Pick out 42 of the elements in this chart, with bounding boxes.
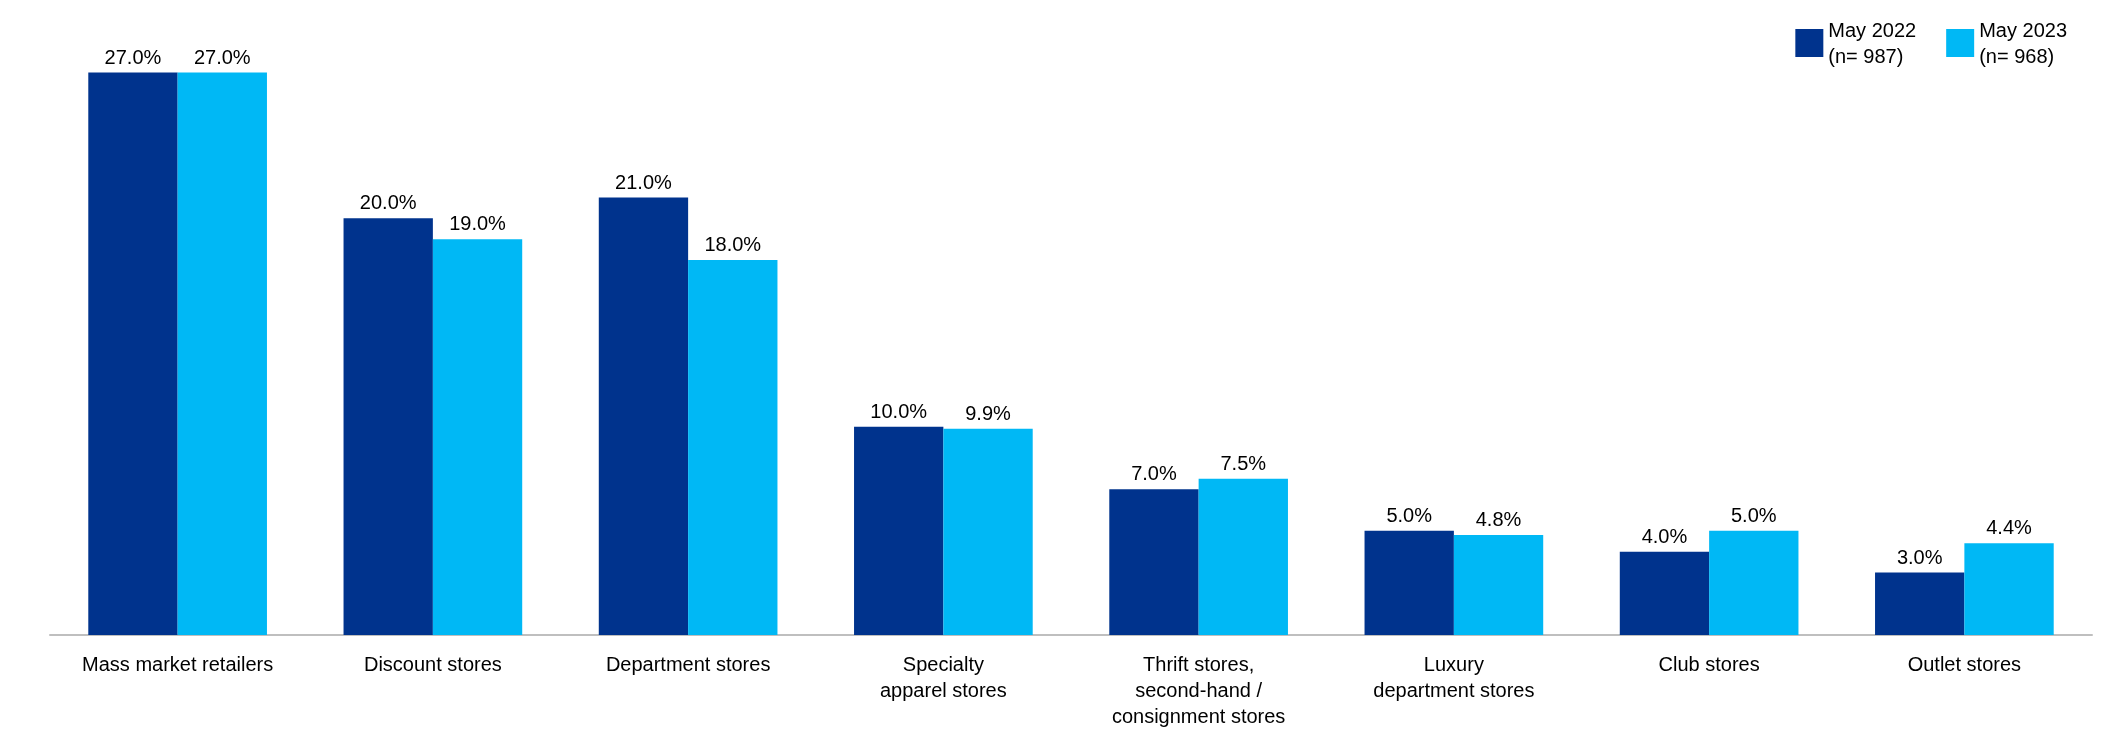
x-tick-label: Club stores: [1658, 653, 1760, 675]
x-tick-label: Department stores: [605, 653, 771, 675]
bar: [943, 428, 1033, 635]
bar: [88, 72, 178, 635]
bar: [598, 197, 689, 635]
bar: [854, 426, 944, 635]
data-label: 5.0%: [1386, 503, 1433, 526]
x-tick-label: Luxury department stores: [1373, 653, 1535, 701]
bar: [1453, 535, 1544, 635]
legend-label: May 2023 (n= 968): [1979, 19, 2068, 67]
bar: [343, 218, 433, 635]
bar: [1619, 551, 1710, 635]
data-label: 7.0%: [1131, 462, 1177, 485]
data-label: 27.0%: [193, 45, 251, 68]
data-label: 10.0%: [870, 399, 928, 422]
x-tick-label: Discount stores: [363, 653, 502, 675]
x-tick-label: Outlet stores: [1907, 653, 2022, 675]
bar: [1364, 530, 1454, 635]
bar: [1875, 572, 1965, 635]
x-tick-label: Thrift stores, second-hand / consignment stores: [1111, 653, 1286, 727]
data-label: 21.0%: [615, 170, 673, 193]
data-label: 9.9%: [965, 401, 1012, 424]
data-label: 4.4%: [1986, 516, 2033, 539]
bar: [432, 239, 523, 635]
bar: [1109, 489, 1199, 635]
bar: [177, 72, 267, 635]
data-label: 20.0%: [359, 191, 417, 214]
bar: [1198, 478, 1288, 635]
x-tick-label: Mass market retailers: [82, 653, 274, 675]
bar: [688, 260, 778, 635]
legend-label: May 2022 (n= 987): [1828, 19, 1917, 67]
bar: [1964, 543, 2054, 635]
data-label: 5.0%: [1731, 503, 1777, 526]
data-label: 4.0%: [1641, 524, 1688, 547]
data-label: 3.0%: [1896, 545, 1943, 568]
data-label: 18.0%: [704, 233, 762, 255]
bar: [1709, 530, 1799, 635]
data-label: 4.8%: [1475, 508, 1522, 530]
data-label: 7.5%: [1220, 451, 1267, 474]
data-label: 19.0%: [449, 212, 507, 235]
data-label: 27.0%: [104, 45, 162, 68]
x-tick-label: Specialty apparel stores: [880, 653, 1007, 701]
